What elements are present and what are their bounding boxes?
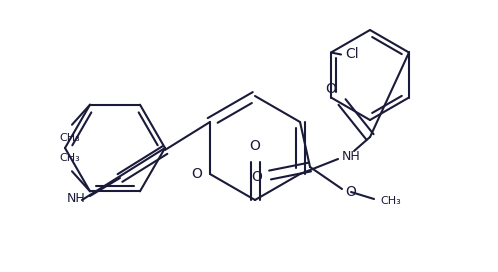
Text: O: O <box>345 185 356 199</box>
Text: CH₃: CH₃ <box>380 196 401 206</box>
Text: O: O <box>325 82 336 96</box>
Text: CH₃: CH₃ <box>60 133 80 143</box>
Text: NH: NH <box>67 191 86 205</box>
Text: CH₃: CH₃ <box>60 153 80 163</box>
Text: NH: NH <box>342 150 361 163</box>
Text: O: O <box>249 139 260 153</box>
Text: Cl: Cl <box>345 48 359 61</box>
Text: O: O <box>251 170 262 184</box>
Text: O: O <box>191 167 202 181</box>
